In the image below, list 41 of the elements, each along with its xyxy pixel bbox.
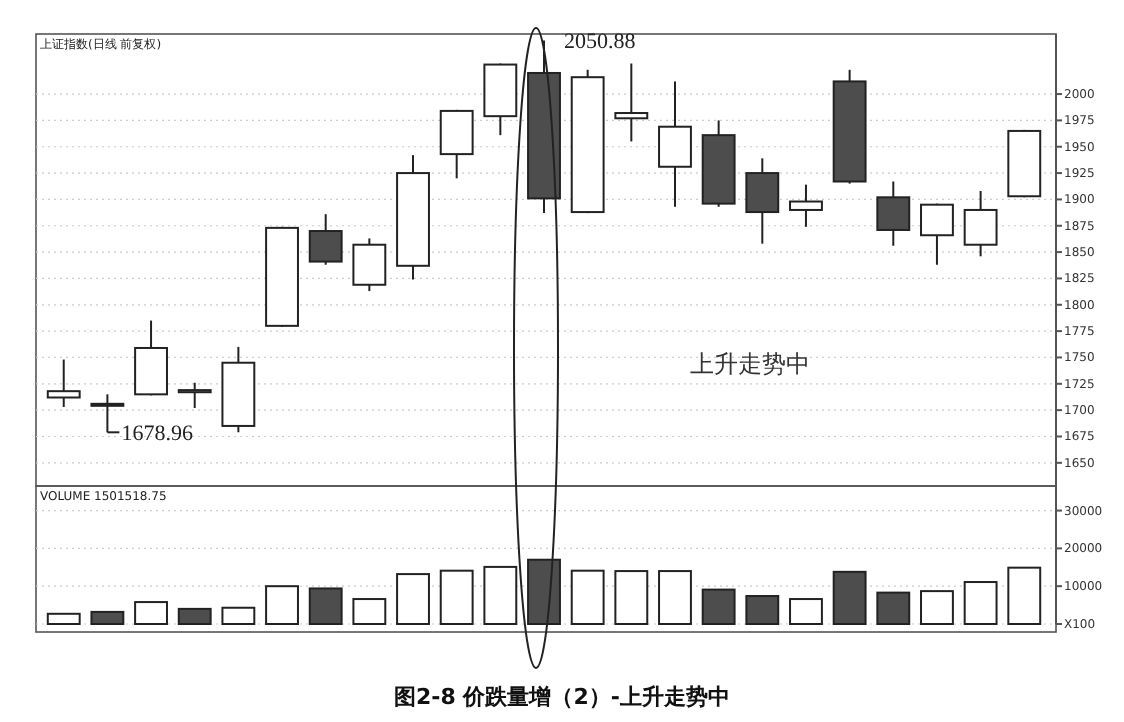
bar xyxy=(832,570,867,625)
bar xyxy=(90,610,125,625)
bar xyxy=(789,598,823,625)
bar xyxy=(308,587,343,625)
candlestick xyxy=(963,189,998,258)
candlestick xyxy=(745,157,780,245)
candlestick xyxy=(90,393,125,434)
bar xyxy=(134,601,168,625)
candlestick xyxy=(920,202,954,266)
bar xyxy=(920,590,954,625)
candlestick xyxy=(134,319,168,397)
caption: 图2-8 价跌量增（2）-上升走势中 xyxy=(394,684,730,710)
bar xyxy=(745,595,780,625)
bar xyxy=(221,606,256,625)
bar xyxy=(658,570,692,625)
annotation: 上升走势中 xyxy=(690,350,810,378)
bar xyxy=(177,607,212,625)
bar xyxy=(614,570,649,625)
bar xyxy=(876,591,911,625)
bar xyxy=(439,569,474,625)
bar xyxy=(396,573,430,625)
candlestick xyxy=(658,80,692,208)
bar xyxy=(352,598,387,625)
candlestick xyxy=(46,358,81,408)
candlestick xyxy=(352,237,387,293)
candlestick xyxy=(177,381,212,410)
bar xyxy=(963,581,998,625)
annotation: 2050.88 xyxy=(564,30,637,55)
candlestick xyxy=(308,213,343,266)
bar xyxy=(527,558,561,625)
annotation: 1678.96 xyxy=(121,422,194,447)
candlestick xyxy=(439,108,474,180)
bar xyxy=(265,585,299,625)
bar xyxy=(1007,566,1042,625)
bar xyxy=(570,569,605,625)
candlestick xyxy=(789,183,823,228)
bar xyxy=(46,612,81,625)
candlestick xyxy=(876,180,911,247)
bar xyxy=(701,588,736,625)
candlestick xyxy=(614,62,649,143)
bar xyxy=(483,565,518,625)
